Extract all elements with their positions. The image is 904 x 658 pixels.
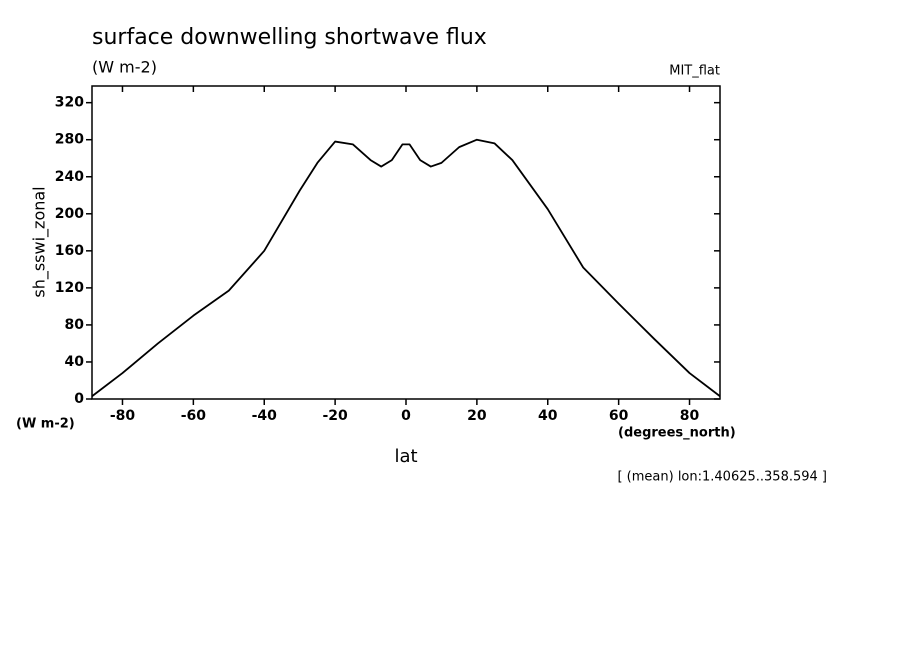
y-tick-label: 320 (55, 95, 84, 111)
chart-title: surface downwelling shortwave flux (92, 25, 487, 50)
plot-frame (91, 85, 721, 400)
y-tick-label: 0 (74, 391, 84, 407)
y-tick-label: 280 (55, 132, 84, 148)
annotation: [ (mean) lon:1.40625..358.594 ] (617, 470, 827, 485)
x-tick-label: 0 (401, 408, 411, 424)
x-tick-label: -60 (181, 408, 207, 424)
y-axis-label: sh_sswi_zonal (30, 186, 50, 297)
y-tick-label: 240 (55, 169, 84, 185)
x-units-label: (degrees_north) (618, 426, 736, 441)
x-tick-label: -40 (252, 408, 278, 424)
subtitle: (W m-2) (92, 58, 157, 77)
y-tick-label: 80 (65, 317, 85, 333)
y-units-label: (W m-2) (16, 417, 75, 432)
x-tick-label: -20 (322, 408, 348, 424)
x-tick-label: 40 (538, 408, 558, 424)
x-tick-label: 20 (467, 408, 487, 424)
x-axis-label: lat (394, 446, 417, 467)
x-tick-label: 80 (680, 408, 700, 424)
y-tick-label: 120 (55, 280, 84, 296)
y-tick-label: 160 (55, 243, 84, 259)
x-tick-label: -80 (110, 408, 136, 424)
y-tick-label: 40 (65, 354, 85, 370)
dataset-label: MIT_flat (669, 64, 720, 79)
line-series (91, 138, 721, 397)
y-tick-label: 200 (55, 206, 84, 222)
x-tick-label: 60 (609, 408, 629, 424)
